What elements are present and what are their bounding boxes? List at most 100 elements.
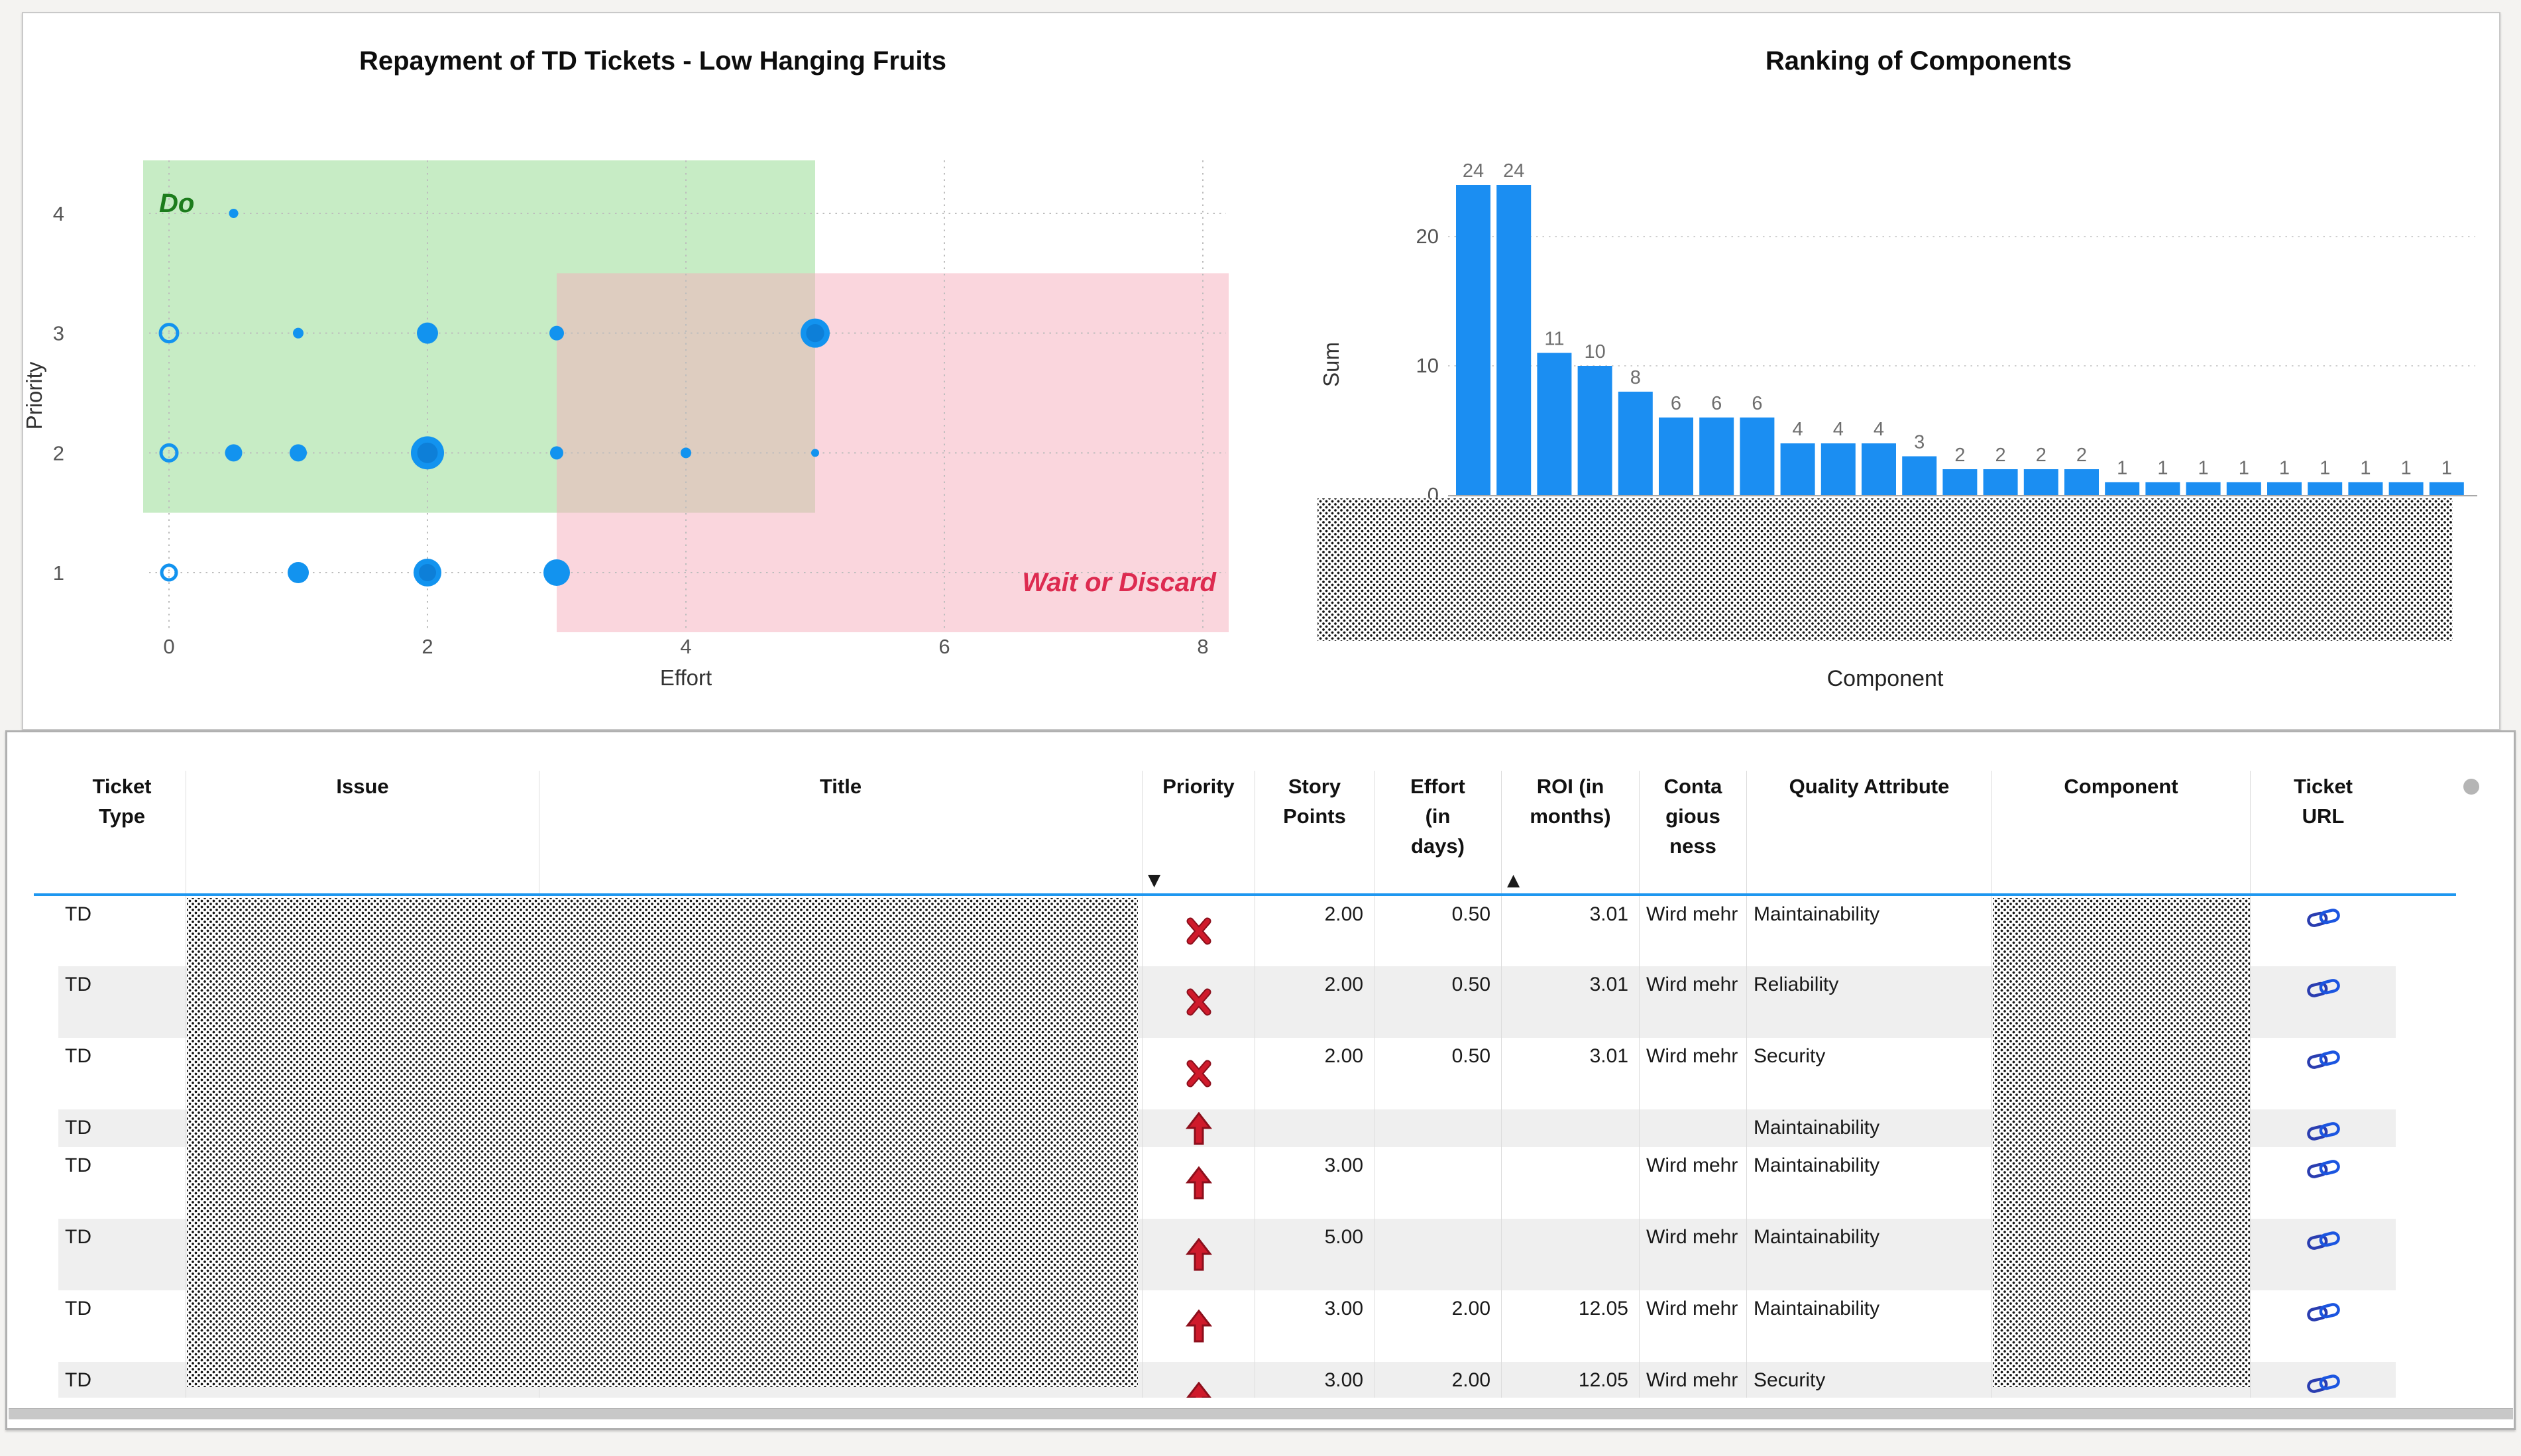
column-header-label: Ticket Type xyxy=(92,775,152,828)
bar-value-label: 24 xyxy=(1463,160,1484,182)
bar-value-label: 1 xyxy=(2441,458,2452,479)
priority-up-arrow-icon xyxy=(1185,1166,1212,1200)
cell-effort-days: 0.50 xyxy=(1374,896,1501,966)
cell-component xyxy=(1991,1147,2250,1219)
scatter-point-core xyxy=(417,442,438,463)
cell-roi-months: 12.05 xyxy=(1501,1290,1639,1362)
cell-roi-months: 3.01 xyxy=(1501,896,1639,966)
bar xyxy=(2064,469,2099,495)
cell-component xyxy=(1991,1362,2250,1398)
cell-effort-days xyxy=(1374,1109,1501,1147)
table-row: TD 3.00 Wird mehr Maintainability xyxy=(58,1147,2396,1219)
column-header-issue[interactable]: Issue xyxy=(186,771,539,893)
scatter-xtick: 0 xyxy=(163,635,174,658)
scatter-point xyxy=(160,563,178,582)
cell-roi-months xyxy=(1501,1219,1639,1290)
scatter-point xyxy=(159,443,179,463)
bar xyxy=(2388,482,2424,495)
cell-effort-days: 0.50 xyxy=(1374,1038,1501,1109)
cell-contagiousness: Wird mehr xyxy=(1639,1362,1746,1398)
bar xyxy=(2267,482,2302,495)
cell-issue xyxy=(186,1290,539,1362)
bar-value-label: 8 xyxy=(1630,367,1641,388)
cell-quality-attribute: Maintainability xyxy=(1746,1219,1991,1290)
cell-ticket-url[interactable] xyxy=(2250,966,2396,1038)
cell-contagiousness: Wird mehr xyxy=(1639,1038,1746,1109)
column-header-priority[interactable]: Priority ▼ xyxy=(1142,771,1255,893)
component-cells-redacted xyxy=(1993,898,2250,1387)
scatter-point xyxy=(543,559,570,586)
table-header-row: Ticket Type Issue Title Priority ▼ Story Poin… xyxy=(58,771,2396,893)
bar-ytick: 20 xyxy=(1416,225,1439,248)
cell-issue xyxy=(186,1219,539,1290)
cell-roi-months: 3.01 xyxy=(1501,1038,1639,1109)
cell-ticket-type: TD xyxy=(65,974,91,995)
cell-contagiousness: Wird mehr xyxy=(1639,896,1746,966)
bar-yaxis-title: Sum xyxy=(1319,342,1343,387)
cell-ticket-type: TD xyxy=(65,1298,91,1319)
bar-value-label: 1 xyxy=(2198,458,2209,479)
bar xyxy=(1780,443,1815,495)
ticket-link-icon xyxy=(2306,1122,2340,1141)
sort-ascending-icon[interactable]: ▲ xyxy=(1507,869,1520,889)
bar xyxy=(2429,482,2464,495)
priority-up-arrow-icon xyxy=(1185,1310,1212,1343)
ticket-link-icon xyxy=(2306,909,2340,927)
scatter-point xyxy=(158,323,180,344)
cell-ticket-url[interactable] xyxy=(2250,1109,2396,1147)
column-header-roi-months[interactable]: ROI (in months) ▲ xyxy=(1501,771,1639,893)
bar xyxy=(2226,482,2261,495)
column-header-story-points[interactable]: Story Points xyxy=(1255,771,1374,893)
cell-issue xyxy=(186,1038,539,1109)
cell-quality-attribute: Security xyxy=(1746,1038,1991,1109)
bar xyxy=(1456,185,1490,495)
scatter-ytick: 3 xyxy=(53,322,64,345)
column-header-label: Story Points xyxy=(1283,775,1346,828)
column-header-ticket-type[interactable]: Ticket Type xyxy=(58,771,186,893)
bar-value-label: 1 xyxy=(2360,458,2371,479)
cell-ticket-url[interactable] xyxy=(2250,1147,2396,1219)
priority-cross-icon xyxy=(1186,917,1211,945)
ticket-table-panel: Ticket Type Issue Title Priority ▼ Story Poin… xyxy=(5,730,2516,1430)
scatter-xtick: 8 xyxy=(1197,635,1208,658)
column-header-title[interactable]: Title xyxy=(539,771,1142,893)
column-header-contagiousness[interactable]: Conta gious ness xyxy=(1639,771,1746,893)
bar xyxy=(2308,482,2343,495)
cell-quality-attribute: Security xyxy=(1746,1362,1991,1398)
cell-contagiousness: Wird mehr xyxy=(1639,1219,1746,1290)
bar-value-label: 6 xyxy=(1752,393,1762,414)
cell-ticket-url[interactable] xyxy=(2250,1219,2396,1290)
bar xyxy=(1983,469,2018,495)
cell-ticket-type: TD xyxy=(65,1045,91,1067)
priority-cross-icon xyxy=(1186,1060,1211,1088)
ticket-link-icon xyxy=(2306,1374,2340,1393)
sort-descending-icon[interactable]: ▼ xyxy=(1148,869,1161,889)
cell-ticket-url[interactable] xyxy=(2250,896,2396,966)
column-header-component[interactable]: Component xyxy=(1991,771,2250,893)
cell-roi-months: 3.01 xyxy=(1501,966,1639,1038)
priority-up-arrow-icon xyxy=(1185,1111,1212,1145)
bar-value-label: 24 xyxy=(1503,160,1524,182)
cell-ticket-url[interactable] xyxy=(2250,1038,2396,1109)
cell-ticket-url[interactable] xyxy=(2250,1362,2396,1398)
cell-ticket-url[interactable] xyxy=(2250,1290,2396,1362)
bar-value-label: 4 xyxy=(1793,419,1803,440)
vertical-scrollbar-thumb[interactable] xyxy=(2463,779,2479,795)
column-header-label: Ticket URL xyxy=(2293,775,2353,828)
cell-story-points: 5.00 xyxy=(1255,1219,1374,1290)
column-header-ticket-url[interactable]: Ticket URL xyxy=(2250,771,2396,893)
column-header-effort-days[interactable]: Effort (in days) xyxy=(1374,771,1501,893)
scatter-xaxis-title: Effort xyxy=(660,665,712,690)
horizontal-scrollbar[interactable] xyxy=(9,1408,2513,1420)
scatter-point xyxy=(681,447,691,459)
bar xyxy=(1740,418,1775,495)
cell-priority xyxy=(1142,1147,1255,1219)
column-header-quality-attribute[interactable]: Quality Attribute xyxy=(1746,771,1991,893)
scatter-ytick: 1 xyxy=(53,561,64,585)
bar xyxy=(1821,443,1856,495)
scatter-point xyxy=(811,449,819,457)
cell-issue xyxy=(186,966,539,1038)
bar-ytick: 10 xyxy=(1416,354,1439,377)
column-header-label: Title xyxy=(819,775,862,798)
table-row: TD 3.00 2.00 12.05 Wird mehr Maintainability xyxy=(58,1290,2396,1362)
